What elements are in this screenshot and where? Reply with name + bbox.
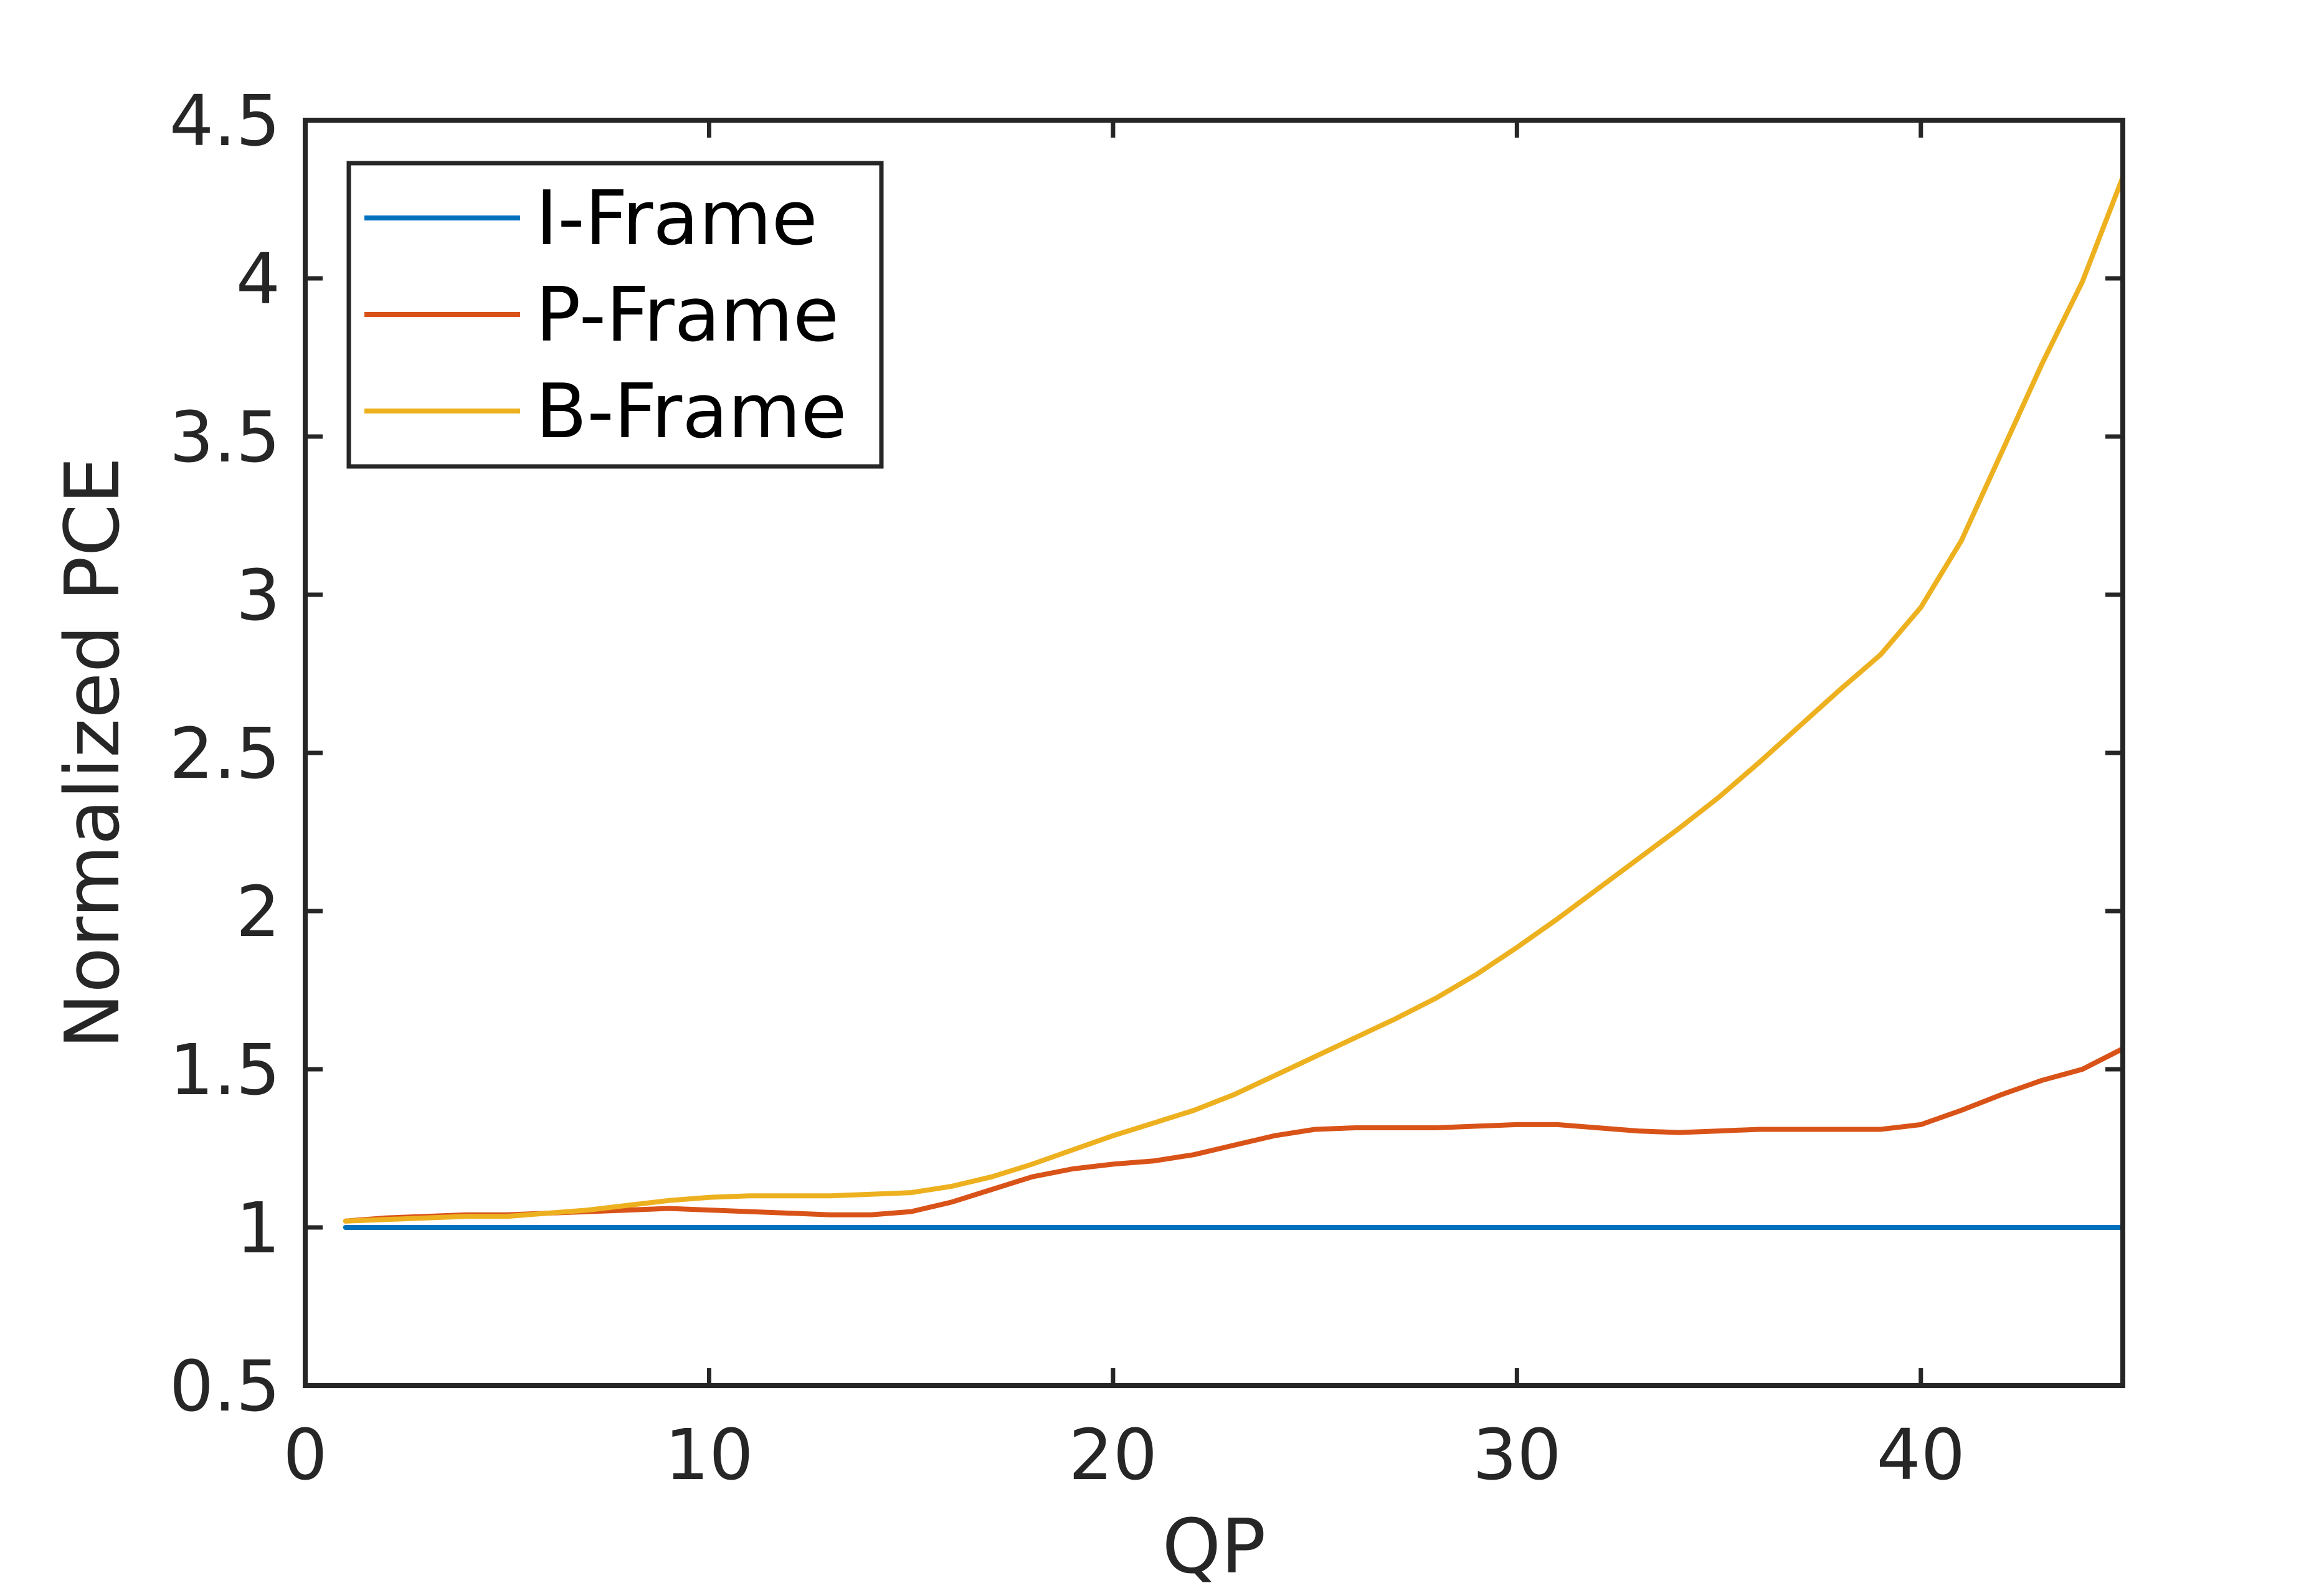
y-tick-label: 1 — [236, 1188, 280, 1269]
y-tick-label: 3 — [236, 555, 280, 636]
x-tick-label: 20 — [1069, 1415, 1158, 1496]
y-tick-label: 4.5 — [169, 81, 280, 162]
series-line-p-frame — [343, 1046, 2125, 1224]
x-axis-label: QP — [1162, 1504, 1266, 1588]
series-line-b-frame — [343, 174, 2125, 1224]
legend-label-p-frame: P-Frame — [536, 272, 839, 359]
plot-frame — [303, 118, 2125, 1388]
x-tick-label: 0 — [283, 1415, 327, 1496]
y-axis-label: Normalized PCE — [50, 457, 136, 1049]
y-tick-label: 2 — [236, 872, 280, 953]
y-tick-label: 2.5 — [169, 714, 280, 795]
legend-label-b-frame: B-Frame — [536, 369, 847, 455]
tick-labels: 0 10 20 30 40 0.5 1 1.5 2 2.5 3 3.5 4 4.5 — [169, 81, 1965, 1496]
x-tick-label: 40 — [1877, 1415, 1966, 1496]
x-tick-label: 10 — [665, 1415, 754, 1496]
y-tick-label: 0.5 — [169, 1346, 280, 1427]
x-tick-label: 30 — [1473, 1415, 1562, 1496]
y-tick-label: 1.5 — [169, 1030, 280, 1111]
y-tick-label: 3.5 — [169, 397, 280, 478]
legend: I-Frame P-Frame B-Frame — [346, 161, 884, 469]
legend-label-i-frame: I-Frame — [536, 176, 818, 262]
y-tick-label: 4 — [236, 239, 280, 320]
series-lines — [343, 174, 2125, 1230]
